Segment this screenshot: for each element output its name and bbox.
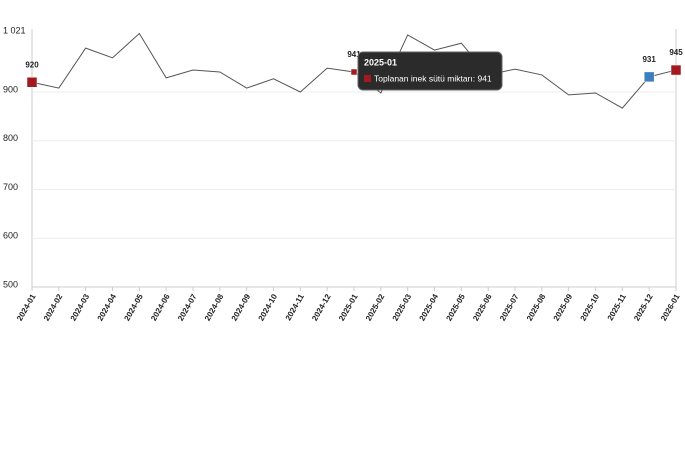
marker (670, 64, 682, 76)
x-tick-label: 2024-10 (257, 292, 280, 322)
x-tick-label: 2024-02 (42, 292, 65, 322)
x-tick-label: 2025-11 (606, 292, 629, 322)
tooltip-swatch (364, 75, 371, 82)
x-tick-label: 2025-09 (552, 292, 575, 322)
x-tick-label: 2024-09 (230, 292, 253, 322)
x-tick-label: 2024-04 (96, 292, 119, 322)
tooltip-title: 2025-01 (364, 57, 397, 67)
x-tick-label: 2025-03 (391, 292, 414, 322)
x-tick-label: 2025-12 (632, 292, 655, 322)
x-tick-label: 2025-04 (418, 292, 441, 322)
x-tick-label: 2024-11 (284, 292, 307, 322)
marker (26, 76, 38, 88)
x-tick-label: 2024-03 (69, 292, 92, 322)
tooltip: 2025-01 Toplanan inek sütü miktarı: 941 (357, 51, 503, 91)
y-tick-label: 1 021 (3, 25, 26, 35)
x-tick-label: 2025-06 (471, 292, 494, 322)
y-tick-label: 900 (3, 84, 18, 94)
x-tick-label: 2025-02 (364, 292, 387, 322)
x-tick-label: 2024-05 (122, 292, 145, 322)
y-tick-label: 700 (3, 182, 18, 192)
y-tick-label: 600 (3, 231, 18, 241)
x-tick-label: 2024-07 (176, 292, 199, 322)
tooltip-label: Toplanan inek sütü miktarı: 941 (374, 73, 492, 83)
y-tick-label: 500 (3, 279, 18, 289)
tooltip-box (357, 51, 503, 91)
x-tick-label: 2024-01 (15, 292, 38, 322)
x-tick-label: 2025-10 (579, 292, 602, 322)
data-label: 920 (25, 60, 39, 69)
data-label: 941 (347, 50, 361, 59)
data-label: 931 (642, 55, 656, 64)
data-label: 945 (669, 48, 683, 57)
x-tick-label: 2024-08 (203, 292, 226, 322)
x-tick-label: 2025-01 (337, 292, 360, 322)
x-tick-label: 2024-12 (310, 292, 333, 322)
marker (350, 68, 358, 76)
x-tick-label: 2025-05 (444, 292, 467, 322)
y-tick-label: 800 (3, 133, 18, 143)
x-tick-label: 2025-07 (498, 292, 521, 322)
x-tick-label: 2026-01 (659, 292, 682, 322)
x-tick-label: 2024-06 (149, 292, 172, 322)
marker (643, 71, 655, 83)
x-tick-label: 2025-08 (525, 292, 548, 322)
